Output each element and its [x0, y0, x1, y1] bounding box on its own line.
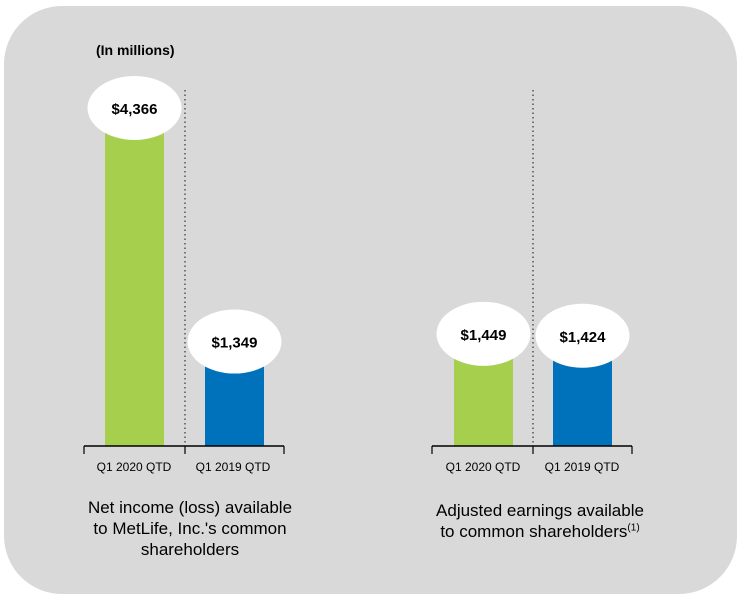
chart-2-caption-line-1: Adjusted earnings available	[436, 501, 644, 520]
units-label: (In millions)	[96, 42, 175, 58]
chart-2-caption-line-2: to common shareholders(1)	[395, 521, 685, 542]
chart-2-value-bubble-1	[436, 301, 531, 366]
footnote-marker: (1)	[627, 522, 640, 534]
chart-2-caption: Adjusted earnings available to common sh…	[395, 500, 685, 542]
chart-1-caption-line-1: Net income (loss) available	[87, 498, 293, 517]
chart-1-value-label-1: $4,366	[112, 101, 158, 118]
chart-1-caption-line-2: to MetLife, Inc.'s common	[93, 519, 287, 538]
chart-2-category-label-1: Q1 2020 QTD	[446, 460, 521, 474]
chart-1-value-label-2: $1,349	[212, 335, 258, 352]
chart-1-category-label-2: Q1 2019 QTD	[196, 460, 271, 474]
chart-2-value-label-1: $1,449	[461, 327, 507, 344]
chart-2-category-label-2: Q1 2019 QTD	[545, 460, 620, 474]
chart-2-caption-line-2-text: to common shareholders	[440, 522, 628, 541]
chart-1-value-bubble-2	[187, 309, 282, 374]
chart-1-caption-line-3: shareholders	[140, 540, 240, 559]
chart-2-value-label-2: $1,424	[560, 329, 607, 346]
chart-1-caption: Net income (loss) available to MetLife, …	[60, 497, 320, 560]
chart-1-category-label-1: Q1 2020 QTD	[97, 460, 172, 474]
chart-2-value-bubble-2	[535, 303, 630, 368]
chart-1-value-bubble-1	[87, 75, 182, 140]
chart-1-bar-1	[105, 107, 164, 447]
